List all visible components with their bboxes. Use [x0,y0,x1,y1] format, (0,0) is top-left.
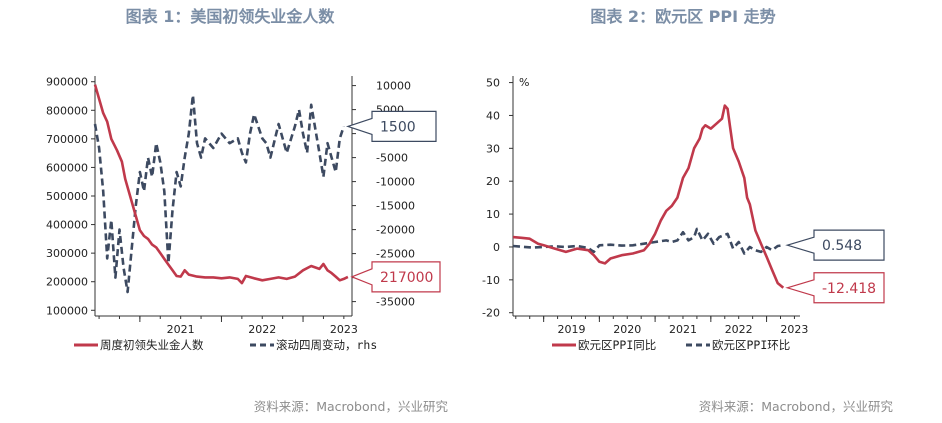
series-line-ppi-yoy [512,104,785,289]
y-left-tick-label: 500000 [46,190,88,203]
callout-four-week-change-box [345,110,437,142]
y-tick-label: 20 [486,175,500,188]
right-plot-area: % 50 40 30 20 10 0 -10 -20 2019 2020 2021 2022 2023 0.… [482,76,885,336]
right-chart-title: 图表 2：欧元区 PPI 走势 [590,7,775,26]
right-legend: 欧元区PPI同比 欧元区PPI环比 [552,338,790,352]
y-tick-label: -10 [482,274,500,287]
y-left-tick-label: 700000 [46,133,88,146]
legend-label-ppi-yoy: 欧元区PPI同比 [578,338,656,352]
x-tick-label: 2022 [725,323,753,336]
x-tick-label: 2023 [780,323,808,336]
x-tick-label: 2023 [330,323,358,336]
y-right-tick-label: -20000 [376,224,415,237]
left-chart-panel: 图表 1：美国初领失业金人数 900000 800000 700000 600000 5… [46,7,448,414]
y-right-tick-label: -10000 [376,176,415,189]
y-tick-label: 50 [486,77,500,90]
y-left-tick-label: 200000 [46,276,88,289]
y-tick-label: -20 [482,307,500,320]
series-line-initial-claims [93,84,349,285]
series-line-ppi-mom [512,227,784,255]
y-left-tick-label: 800000 [46,104,88,117]
left-chart-title: 图表 1：美国初领失业金人数 [126,7,336,26]
callout-ppi-mom-box [785,229,885,261]
callout-ppi-yoy-label: -12.418 [822,281,876,297]
left-legend: 周度初领失业金人数 滚动四周变动，rhs [74,338,377,352]
left-source-note: 资料来源：Macrobond，兴业研究 [254,399,449,414]
y-right-tick-label: 10000 [376,80,411,93]
left-plot-area: 900000 800000 700000 600000 500000 400000 3000… [46,76,441,336]
callout-initial-claims-box [350,261,441,293]
y-right-tick-label: -35000 [376,296,415,309]
x-tick-label: 2020 [613,323,641,336]
y-tick-label: 40 [486,109,500,122]
legend-label-four-week-change: 滚动四周变动，rhs [276,338,377,352]
y-tick-label: 0 [493,241,500,254]
legend-label-ppi-mom: 欧元区PPI环比 [712,338,790,352]
right-chart-panel: 图表 2：欧元区 PPI 走势 % 50 40 30 20 10 0 -10 -20 2019 20… [482,7,893,414]
right-source-note: 资料来源：Macrobond，兴业研究 [699,399,894,414]
y-left-tick-label: 900000 [46,76,88,89]
y-left-tick-label: 400000 [46,219,88,232]
y-left-tick-label: 300000 [46,247,88,260]
x-tick-label: 2019 [558,323,586,336]
y-tick-label: 30 [486,142,500,155]
series-line-four-week-change [93,93,346,294]
y-right-tick-label: -25000 [376,248,415,261]
y-left-tick-label: 600000 [46,161,88,174]
x-tick-label: 2021 [167,323,195,336]
y-right-tick-label: -15000 [376,200,415,213]
legend-label-claims: 周度初领失业金人数 [100,338,204,352]
y-tick-label: 10 [486,208,500,221]
y-unit-label: % [519,76,529,89]
x-tick-label: 2022 [248,323,276,336]
callout-ppi-yoy-box [785,272,885,304]
x-tick-label: 2021 [669,323,697,336]
callout-ppi-mom-label: 0.548 [822,238,862,254]
y-right-tick-label: -5000 [376,152,408,165]
y-left-tick-label: 100000 [46,304,88,317]
callout-initial-claims-label: 217000 [380,270,433,286]
callout-four-week-change-label: 1500 [380,119,416,135]
